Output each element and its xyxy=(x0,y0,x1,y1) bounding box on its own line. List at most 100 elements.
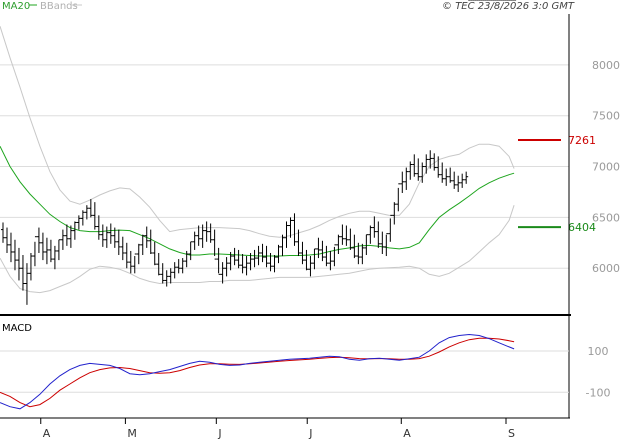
ohlc-bar xyxy=(312,248,317,270)
ohlc-bar xyxy=(412,154,417,177)
ohlc-bar xyxy=(28,252,33,281)
ohlc-bar xyxy=(376,221,381,248)
ohlc-bar xyxy=(276,244,281,264)
ohlc-bar xyxy=(380,231,385,254)
macd-y-tick-label: 100 xyxy=(588,345,609,358)
ohlc-bar xyxy=(424,154,429,174)
ohlc-bar xyxy=(324,245,329,267)
ohlc-bar xyxy=(244,256,249,276)
ohlc-bar xyxy=(184,250,189,268)
ohlc-bar xyxy=(212,229,217,260)
ohlc-bar xyxy=(452,171,457,189)
ma20-line xyxy=(0,145,515,257)
ohlc-bar xyxy=(168,268,173,284)
ohlc-bar xyxy=(384,233,389,257)
ohlc-bar xyxy=(316,237,321,259)
ohlc-bar xyxy=(248,252,253,271)
ohlc-bar xyxy=(356,242,361,265)
ohlc-bar xyxy=(292,213,297,246)
macd-y-tick-label: -100 xyxy=(586,386,611,399)
ohlc-bar xyxy=(188,241,193,261)
ohlc-bar xyxy=(20,255,25,291)
ohlc-bar xyxy=(204,221,209,242)
ohlc-bar xyxy=(92,202,97,230)
ohlc-bar xyxy=(460,173,465,188)
ohlc-bar xyxy=(284,221,289,248)
ohlc-bar xyxy=(436,156,441,178)
ohlc-bar xyxy=(44,237,49,265)
ohlc-bar xyxy=(448,167,453,183)
ohlc-bar xyxy=(192,231,197,250)
ohlc-bar xyxy=(84,205,89,220)
ohlc-bar xyxy=(100,224,105,247)
ohlc-bar xyxy=(260,243,265,263)
ohlc-bar xyxy=(264,245,269,268)
x-tick-label: M xyxy=(127,427,136,440)
ohlc-bar xyxy=(404,167,409,190)
ohlc-bar xyxy=(172,262,177,279)
legend-bbands[interactable]: BBands xyxy=(40,1,78,12)
ohlc-bar xyxy=(0,222,5,243)
ohlc-bar xyxy=(440,162,445,183)
ohlc-bar xyxy=(420,162,425,183)
ohlc-bars xyxy=(0,0,517,305)
legend-ma20[interactable]: MA20 xyxy=(2,1,30,12)
ohlc-bar xyxy=(464,171,469,184)
ohlc-bar xyxy=(164,270,169,287)
ohlc-bar xyxy=(428,150,433,169)
ohlc-bar xyxy=(416,158,421,181)
ohlc-bar xyxy=(220,262,225,284)
ohlc-bar xyxy=(176,259,181,274)
ohlc-bar xyxy=(296,229,301,257)
ohlc-bar xyxy=(104,226,109,248)
ohlc-bar xyxy=(432,153,437,171)
ohlc-bar xyxy=(64,224,69,246)
ohlc-bar xyxy=(112,227,117,248)
ma20-polyline xyxy=(0,145,515,257)
ohlc-bar xyxy=(120,236,125,261)
ohlc-bar xyxy=(140,234,145,256)
ohlc-bar xyxy=(196,225,201,246)
bollinger-bands xyxy=(0,26,515,294)
x-tick-label: J xyxy=(308,427,312,440)
ohlc-bar xyxy=(344,225,349,246)
ohlc-bar xyxy=(240,254,245,274)
macd-lines xyxy=(0,333,515,410)
ohlc-bar xyxy=(364,234,369,256)
ohlc-bar xyxy=(52,245,57,270)
ohlc-bar xyxy=(308,256,313,277)
ohlc-bar xyxy=(272,255,277,273)
ohlc-bar xyxy=(252,249,257,268)
x-tick-label: S xyxy=(508,427,515,440)
ohlc-bar xyxy=(72,221,77,240)
ohlc-bar xyxy=(396,183,401,212)
price-level-label: 7261 xyxy=(568,134,596,147)
ohlc-bar xyxy=(268,252,273,272)
bbands-line xyxy=(0,26,515,238)
ohlc-bar xyxy=(304,249,309,271)
x-tick-label: A xyxy=(403,427,411,440)
ohlc-bar xyxy=(16,247,21,281)
ohlc-bar xyxy=(236,249,241,269)
ohlc-bar xyxy=(368,225,373,244)
ohlc-bar xyxy=(228,251,233,271)
ohlc-bar xyxy=(116,229,121,256)
ohlc-bar xyxy=(128,250,133,274)
price-levels: 7261 6404 xyxy=(518,134,596,234)
ohlc-bar xyxy=(152,241,157,266)
ohlc-bar xyxy=(456,175,461,192)
ohlc-bar xyxy=(180,258,185,274)
price-y-tick-label: 8000 xyxy=(592,59,620,72)
ohlc-bar xyxy=(24,263,29,305)
price-y-tick-label: 7000 xyxy=(592,161,620,174)
ohlc-bar xyxy=(392,202,397,225)
x-tick-label: J xyxy=(217,427,221,440)
price-y-tick-label: 6000 xyxy=(592,262,620,275)
ohlc-bar xyxy=(32,236,37,267)
ohlc-bar xyxy=(200,224,205,248)
ohlc-bar xyxy=(400,171,405,193)
ohlc-bar xyxy=(232,247,237,266)
ohlc-bar xyxy=(56,239,61,261)
ohlc-bar xyxy=(288,217,293,238)
